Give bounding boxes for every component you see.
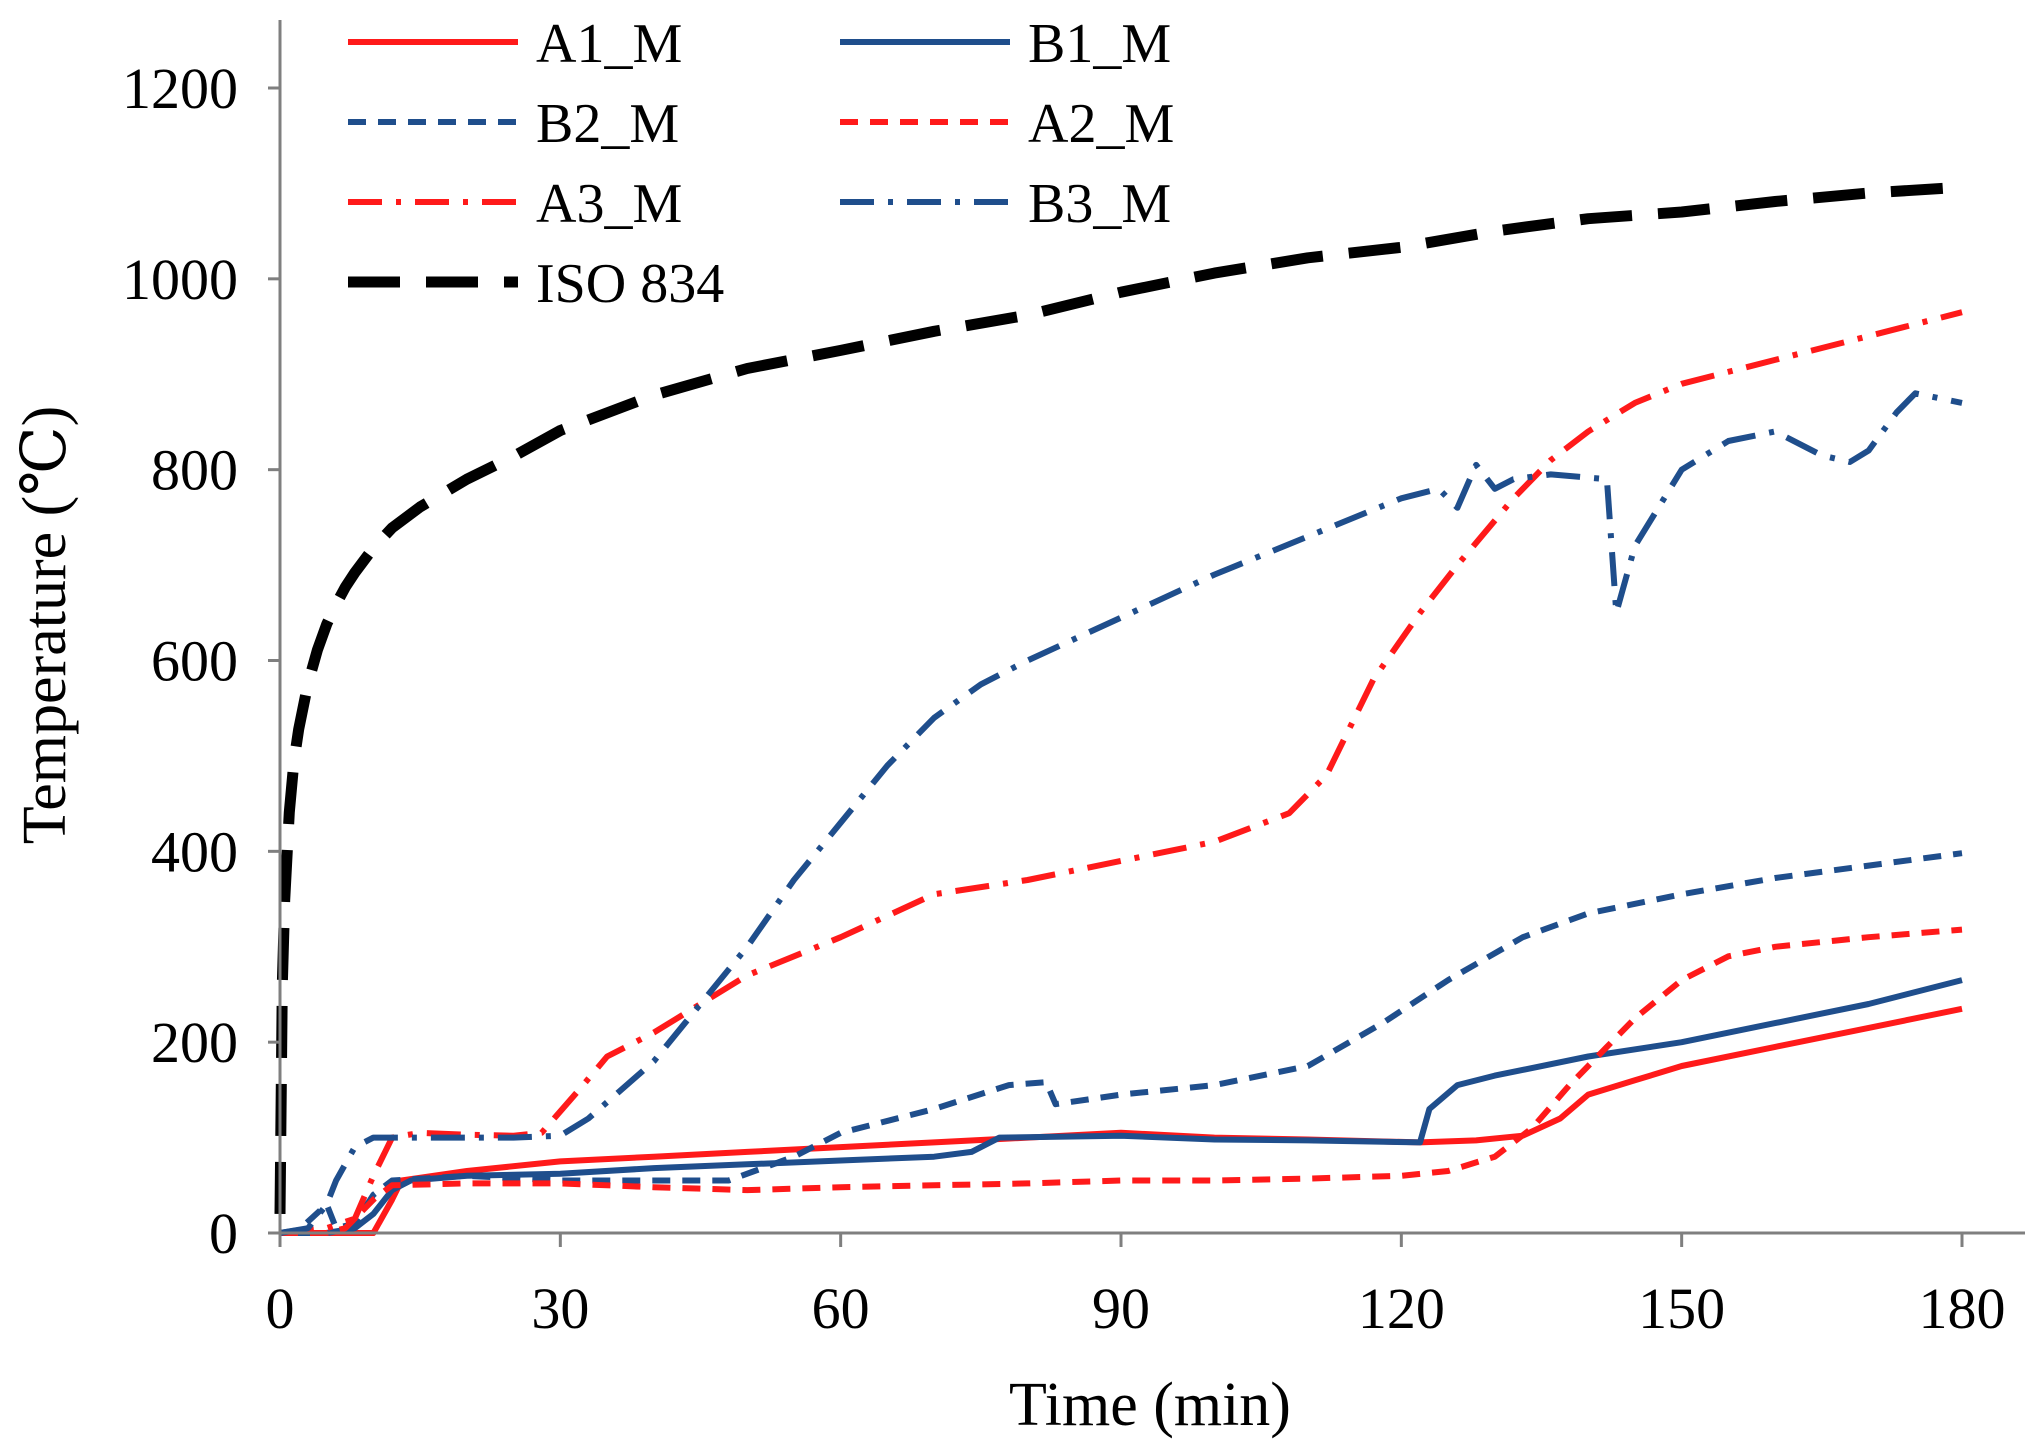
legend-label-b3-m: B3_M [1028, 173, 1171, 235]
legend-label-b1-m: B1_M [1028, 13, 1171, 75]
axes [278, 20, 2025, 1235]
tick-labels: 0 200 400 600 800 1000 1200 0 30 60 90 120 150 180 [122, 56, 2006, 1341]
y-tick-label-200: 200 [151, 1010, 238, 1075]
y-tick-label-400: 400 [151, 819, 238, 884]
x-tick-label-180: 180 [1919, 1276, 2006, 1341]
x-tick-label-90: 90 [1092, 1276, 1150, 1341]
series-line-b2-m [279, 850, 1963, 1236]
series-line-a1-m [280, 1005, 1963, 1236]
ticks [268, 86, 1964, 1247]
legend-label-a3-m: A3_M [536, 173, 682, 235]
x-tick-label-30: 30 [531, 1276, 589, 1341]
x-tick-label-120: 120 [1358, 1276, 1445, 1341]
legend: A1_M B1_M B2_M A2_M A3_M B3_M ISO 834 [348, 13, 1174, 315]
y-tick-label-1000: 1000 [122, 247, 238, 312]
series-line-iso-834 [274, 181, 1963, 1214]
series-line-a2-m [280, 926, 1963, 1236]
series-line-b1-m [280, 977, 1963, 1236]
legend-label-b2-m: B2_M [536, 93, 679, 155]
y-tick-label-0: 0 [209, 1201, 238, 1266]
plot-lines [274, 181, 1963, 1236]
y-axis-title: Temperature (℃) [11, 406, 79, 845]
legend-label-a1-m: A1_M [536, 13, 682, 75]
series-line-b3-m [279, 390, 1963, 1236]
legend-label-iso-834: ISO 834 [536, 253, 724, 315]
x-tick-label-150: 150 [1638, 1276, 1725, 1341]
x-axis-title: Time (min) [1009, 1371, 1291, 1439]
legend-label-a2-m: A2_M [1028, 93, 1174, 155]
y-tick-label-1200: 1200 [122, 56, 238, 121]
y-tick-label-600: 600 [151, 629, 238, 694]
x-tick-label-60: 60 [812, 1276, 870, 1341]
y-tick-label-800: 800 [151, 438, 238, 503]
x-tick-label-0: 0 [266, 1276, 295, 1341]
series-line-a3-m [279, 309, 1963, 1236]
